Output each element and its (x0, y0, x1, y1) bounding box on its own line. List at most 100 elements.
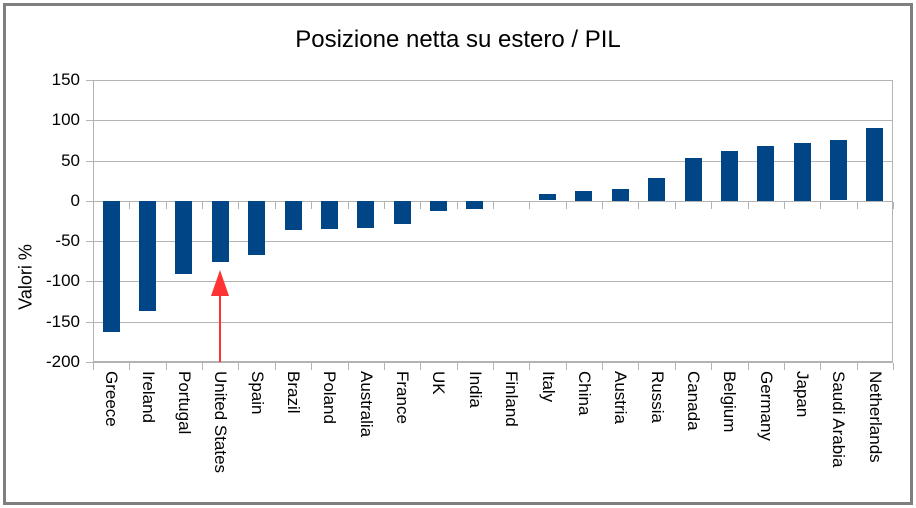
y-axis-tick (86, 322, 93, 323)
category-label-germany: Germany (757, 371, 776, 441)
gridline (93, 281, 893, 282)
chart-title: Posizione netta su estero / PIL (295, 26, 621, 53)
bar-russia (648, 178, 665, 201)
x-axis-tick-bottom (602, 363, 603, 370)
y-axis-tick (86, 201, 93, 202)
x-axis-tick-bottom (420, 363, 421, 370)
y-tick-label: -200 (45, 352, 80, 371)
x-axis-tick-zero-line (529, 202, 530, 209)
x-axis-tick-zero-line (493, 202, 494, 209)
bar-uk (430, 201, 447, 211)
y-tick-label: 0 (70, 191, 80, 210)
x-axis-tick-bottom (129, 363, 130, 370)
x-axis-tick-bottom (493, 363, 494, 370)
x-axis-tick-zero-line (857, 202, 858, 209)
y-tick-label: 150 (51, 70, 80, 89)
y-axis-tick (86, 241, 93, 242)
x-axis-tick-zero-line (784, 202, 785, 209)
category-label-saudi-arabia: Saudi Arabia (829, 371, 848, 468)
category-label-greece: Greece (102, 371, 121, 427)
y-axis-tick (86, 120, 93, 121)
category-label-japan: Japan (793, 371, 812, 418)
bar-germany (757, 146, 774, 201)
gridline (93, 161, 893, 162)
x-axis-tick-bottom (893, 363, 894, 370)
x-axis-tick-bottom (857, 363, 858, 370)
y-axis-tick (86, 80, 93, 81)
category-label-brazil: Brazil (284, 371, 303, 414)
gridline (93, 322, 893, 323)
y-tick-label: -150 (45, 312, 80, 331)
bar-italy (539, 194, 556, 200)
x-axis-tick-zero-line (638, 202, 639, 209)
category-label-russia: Russia (648, 371, 667, 423)
y-tick-label: -50 (55, 231, 80, 250)
gridline (93, 241, 893, 242)
bar-australia (357, 201, 374, 228)
x-axis-tick-bottom (238, 363, 239, 370)
x-axis-tick-zero-line (93, 202, 94, 209)
gridline (93, 120, 893, 121)
x-axis-tick-zero-line (820, 202, 821, 209)
bar-austria (612, 189, 629, 201)
category-label-portugal: Portugal (175, 371, 194, 435)
x-axis-tick-bottom (457, 363, 458, 370)
category-label-italy: Italy (539, 371, 558, 403)
x-axis-tick-zero-line (238, 202, 239, 209)
x-axis-tick-zero-line (566, 202, 567, 209)
x-axis-tick-zero-line (675, 202, 676, 209)
x-axis-tick-bottom (166, 363, 167, 370)
category-label-china: China (575, 371, 594, 416)
x-axis-tick-bottom (638, 363, 639, 370)
bar-canada (685, 158, 702, 201)
bar-belgium (721, 151, 738, 201)
x-axis-tick-bottom (820, 363, 821, 370)
gridline (93, 362, 893, 363)
bar-brazil (285, 201, 302, 230)
y-axis-tick (86, 362, 93, 363)
x-axis-tick-zero-line (711, 202, 712, 209)
gridline (93, 201, 893, 202)
y-tick-label: -100 (45, 271, 80, 290)
bar-ireland (139, 201, 156, 311)
x-axis-tick-bottom (748, 363, 749, 370)
x-axis-tick-zero-line (384, 202, 385, 209)
x-axis-tick-bottom (275, 363, 276, 370)
bar-india (466, 201, 483, 209)
category-label-canada: Canada (684, 371, 703, 431)
bar-france (394, 201, 411, 224)
bar-china (575, 191, 592, 201)
x-axis-tick-zero-line (348, 202, 349, 209)
arrow-shaft (219, 294, 221, 362)
bar-united-states (212, 201, 229, 262)
category-label-finland: Finland (502, 371, 521, 427)
x-axis-tick-bottom (384, 363, 385, 370)
bar-portugal (175, 201, 192, 274)
x-axis-tick-bottom (348, 363, 349, 370)
category-label-india: India (466, 371, 485, 408)
category-label-austria: Austria (611, 371, 630, 424)
category-label-spain: Spain (248, 371, 267, 415)
category-label-australia: Australia (357, 371, 376, 438)
x-axis-tick-bottom (311, 363, 312, 370)
x-axis-tick-bottom (566, 363, 567, 370)
x-axis-tick-zero-line (166, 202, 167, 209)
bar-japan (794, 143, 811, 201)
x-axis-tick-zero-line (129, 202, 130, 209)
bar-spain (248, 201, 265, 255)
arrow-head (211, 270, 229, 296)
bar-saudi-arabia (830, 140, 847, 200)
category-label-ireland: Ireland (139, 371, 158, 423)
category-label-united-states: United States (211, 371, 230, 474)
y-axis-tick (86, 281, 93, 282)
x-axis-tick-bottom (93, 363, 94, 370)
x-axis-tick-zero-line (275, 202, 276, 209)
category-label-netherlands: Netherlands (866, 371, 885, 463)
bar-poland (321, 201, 338, 229)
bar-netherlands (866, 128, 883, 201)
x-axis-tick-bottom (202, 363, 203, 370)
y-tick-label: 100 (51, 110, 80, 129)
x-axis-tick-zero-line (457, 202, 458, 209)
x-axis-tick-zero-line (748, 202, 749, 209)
